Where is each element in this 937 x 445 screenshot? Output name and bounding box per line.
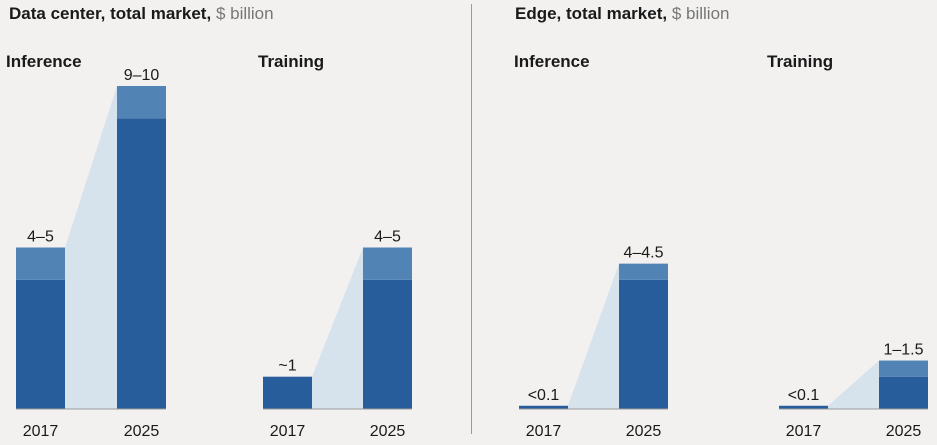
bar-2025-solid [879,376,928,409]
x-tick-label: 2025 [124,423,160,440]
bar-value-label: 4–4.5 [623,245,663,262]
bar-value-label: 4–5 [374,229,401,246]
bar-2025-range [363,247,412,280]
bar-2025-range [619,263,668,280]
bar-2017-solid [16,279,65,409]
bar-2025-range [117,86,166,119]
group-label-edge-inference: Inference [514,52,590,71]
x-tick-label: 2025 [886,423,922,440]
bar-value-label: <0.1 [528,387,560,404]
bar-value-label: ~1 [278,358,296,375]
bar-value-label: <0.1 [788,387,820,404]
panel-divider [471,4,472,434]
bar-value-label: 9–10 [124,67,160,84]
panel-title-main: Edge, total market, [515,4,668,23]
x-tick-label: 2025 [626,423,662,440]
panel-title-unit: $ billion [215,4,274,23]
panel-title-edge: Edge, total market, $ billion [515,4,730,24]
group-label-dc-training: Training [258,52,325,71]
bar-value-label: 4–5 [27,229,54,246]
panel-title-data-center: Data center, total market, $ billion [9,4,274,24]
x-tick-label: 2025 [370,423,406,440]
bar-connector [828,360,879,409]
x-tick-label: 2017 [786,423,822,440]
x-tick-label: 2017 [270,423,306,440]
group-label-edge-training: Training [767,52,834,71]
bar-2025-solid [619,279,668,409]
bar-2025-solid [117,118,166,410]
bar-2017-solid [263,376,312,409]
bar-connector [568,263,619,409]
bar-connector [312,247,363,409]
group-label-dc-inference: Inference [6,52,82,71]
bar-connector [65,86,117,409]
bar-2017-range [16,247,65,280]
bar-2017-solid [519,405,568,409]
x-tick-label: 2017 [526,423,562,440]
panel-title-main: Data center, total market, [9,4,212,23]
bar-value-label: 1–1.5 [883,342,923,359]
panel-title-unit: $ billion [671,4,730,23]
bar-2017-solid [779,405,828,409]
bar-2025-solid [363,279,412,409]
bar-2025-range [879,360,928,377]
x-tick-label: 2017 [23,423,59,440]
